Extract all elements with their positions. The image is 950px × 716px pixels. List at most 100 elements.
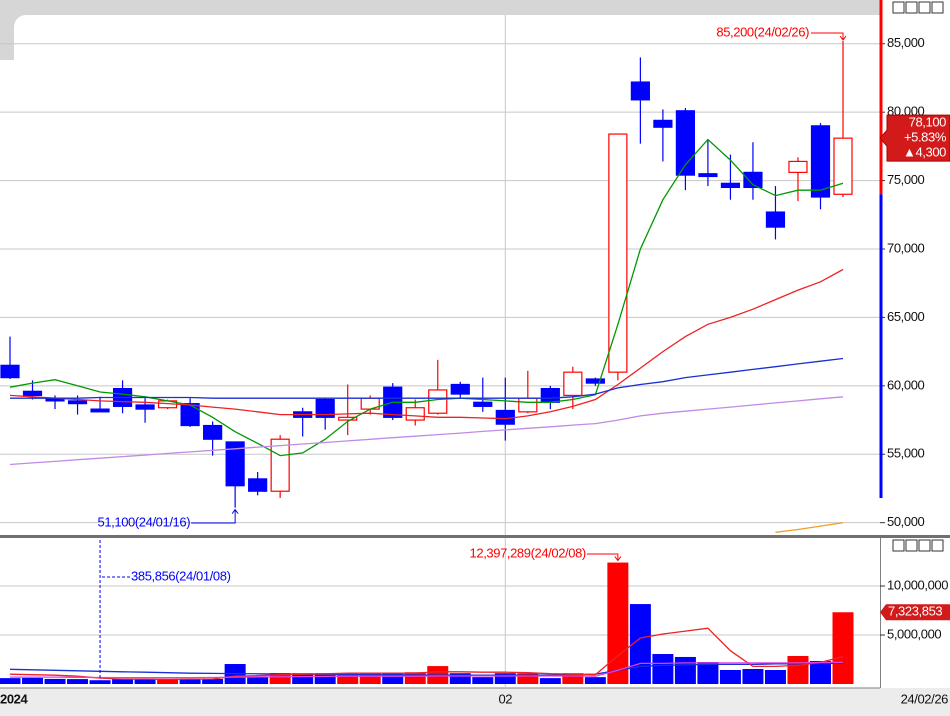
volume-last-box [880, 604, 950, 621]
window-button[interactable] [918, 539, 931, 552]
volume-bar [742, 669, 764, 684]
min-annotation-line [99, 540, 131, 681]
volume-bar [449, 673, 471, 684]
high-annotation-arrow [811, 32, 847, 41]
moving-average-line [10, 357, 844, 399]
moving-average-line [9, 627, 844, 680]
candle-body [338, 416, 358, 421]
y-tick-label: 10,000,000 [887, 577, 948, 592]
volume-bar [697, 662, 719, 684]
candle-body [743, 171, 763, 189]
candle-body [518, 397, 538, 413]
volume-bar [44, 678, 66, 684]
candle-body [698, 173, 718, 178]
window-button[interactable] [905, 1, 918, 14]
window-button[interactable] [892, 539, 905, 552]
y-tick-label: 70,000 [887, 240, 925, 255]
x-tick-label: 24/02/26 [901, 691, 949, 706]
candle-body [833, 137, 853, 195]
candle-body [67, 400, 88, 405]
volume-grid [0, 538, 880, 688]
low-annotation: 51,100(24/01/16) [98, 514, 191, 529]
candle-body [585, 378, 605, 384]
window-button[interactable] [892, 1, 905, 14]
candle-body [22, 390, 43, 397]
volume-bar [674, 656, 696, 684]
volume-bar [539, 678, 561, 684]
candle-body [720, 182, 741, 189]
y-tick-label: 55,000 [887, 446, 925, 461]
last-price-label: 78,100 [909, 115, 947, 130]
volume-bar [0, 678, 21, 684]
volume-bar [247, 677, 269, 684]
window-button[interactable] [931, 539, 944, 552]
volume-bar [157, 679, 179, 684]
last-price-label: ▲4,300 [903, 145, 946, 160]
volume-bar [314, 673, 336, 684]
window-controls [892, 1, 944, 552]
price-grid [0, 15, 880, 535]
volume-last-label: 7,323,853 [888, 604, 942, 619]
candle-body [630, 81, 650, 101]
candle-body [765, 211, 786, 228]
y-tick-label: 50,000 [887, 514, 925, 529]
low-annotation-arrow [191, 508, 239, 524]
y-tick-label: 65,000 [887, 309, 925, 324]
price-axis-area [880, 0, 950, 535]
candle-body [180, 403, 200, 427]
volume-bar [472, 677, 494, 684]
volume-bar [22, 677, 44, 684]
y-tick-label: 60,000 [887, 377, 925, 392]
price-panel-fill [0, 60, 880, 535]
candle-body [450, 383, 470, 395]
last-price-label: +5.83% [904, 130, 947, 145]
volume-bar [832, 612, 854, 684]
candle-body [0, 364, 20, 379]
window-button[interactable] [918, 1, 931, 14]
volume-bar [494, 673, 516, 684]
volume-bar [607, 562, 629, 684]
volume-bar [89, 680, 111, 684]
candle-body [473, 401, 493, 407]
candle-body [90, 408, 110, 413]
candle-body [810, 125, 831, 198]
x-tick-label: 02 [498, 691, 512, 706]
panel-separator [0, 535, 950, 538]
min-annotation: 385,856(24/01/08) [131, 568, 231, 583]
volume-bar [202, 679, 224, 684]
volume-bar [337, 673, 359, 684]
moving-average-line [9, 396, 844, 466]
candle-body [203, 424, 223, 440]
last-price-box [879, 114, 950, 162]
window-button[interactable] [931, 1, 944, 14]
candle-body [270, 438, 290, 492]
volume-bar [787, 655, 809, 684]
max-annotation-arrow [586, 553, 622, 562]
moving-average-line [9, 662, 843, 676]
y-tick-label: 5,000,000 [887, 626, 941, 641]
volume-bar [517, 673, 539, 684]
candle-body [563, 371, 583, 397]
x-tick-label: 2024 [0, 691, 28, 706]
moving-average-line [775, 522, 844, 533]
volume-bar [562, 673, 584, 684]
high-annotation: 85,200(24/02/26) [716, 24, 809, 39]
price-plot [0, 41, 853, 533]
candle-body [428, 389, 448, 414]
y-tick-label: 75,000 [887, 172, 925, 187]
moving-average-line [9, 268, 844, 420]
volume-bar [652, 654, 674, 684]
volume-bar [67, 679, 89, 684]
volume-bar [404, 672, 426, 684]
candle-body [315, 398, 335, 418]
max-annotation: 12,397,289(24/02/08) [470, 545, 586, 560]
candle-body [540, 387, 560, 403]
window-button[interactable] [905, 539, 918, 552]
candle-body [135, 404, 155, 410]
volume-bar [584, 677, 606, 684]
candle-body [248, 478, 268, 492]
candle-body [653, 119, 673, 128]
volume-bar [719, 669, 741, 684]
